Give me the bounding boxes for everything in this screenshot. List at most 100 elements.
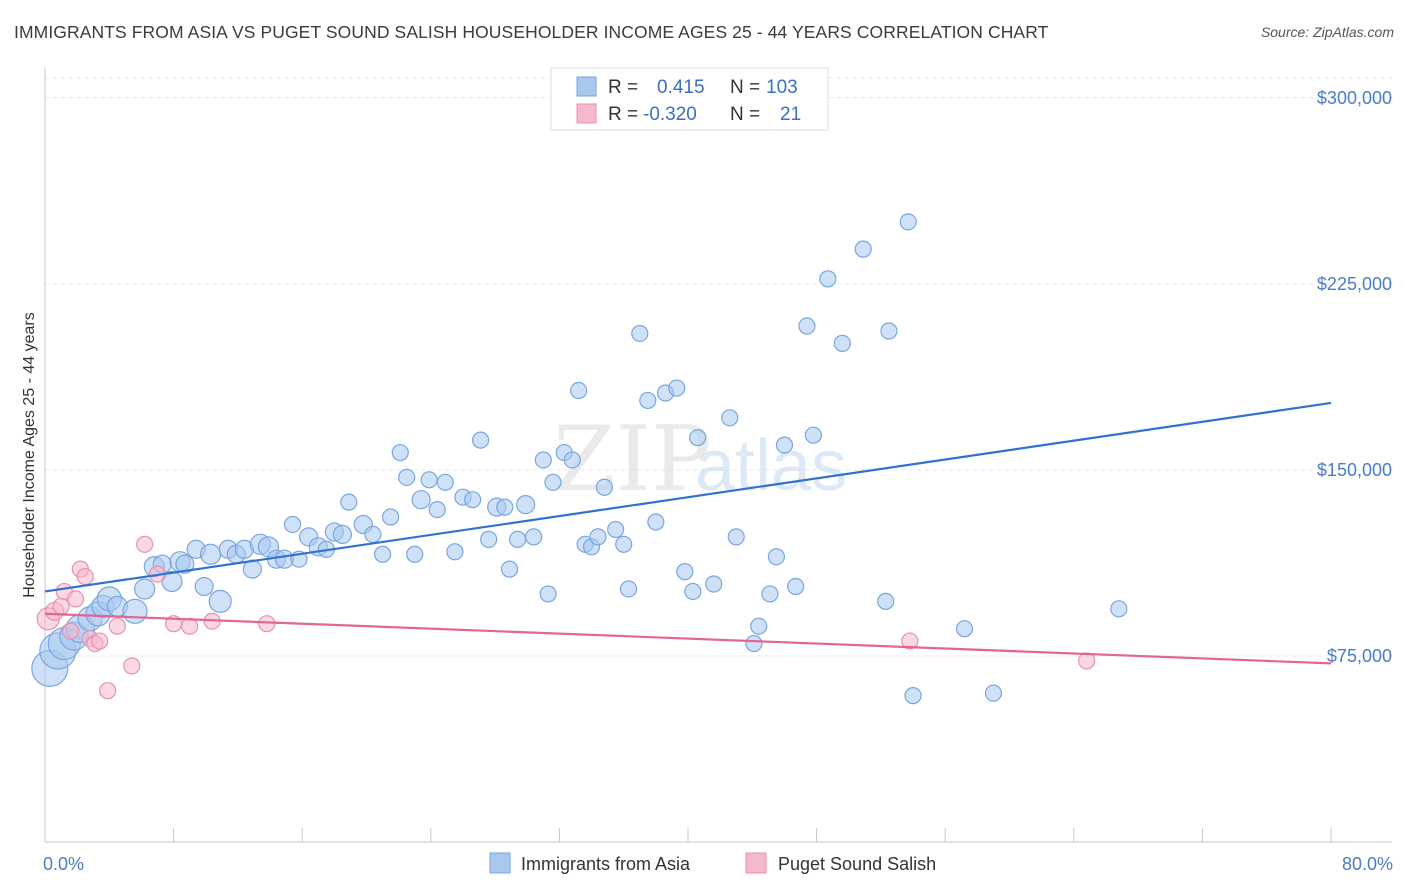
immigrants-point-97	[904, 687, 922, 705]
immigrants-point-86	[767, 548, 786, 566]
immigrants-point-69	[607, 520, 625, 539]
immigrants-point-94	[877, 592, 895, 610]
immigrants-point-40	[382, 508, 400, 526]
immigrants-point-44	[411, 490, 431, 510]
x-tick-labels: 0.0% 80.0%	[43, 854, 1393, 874]
immigrants-point-20	[208, 589, 232, 613]
immigrants-point-29	[283, 515, 302, 534]
immigrants-point-59	[534, 451, 552, 469]
immigrants-point-52	[480, 530, 498, 548]
immigrants-point-81	[721, 409, 739, 427]
series-salish-points	[36, 535, 1096, 700]
trend-lines	[44, 401, 1332, 665]
salish-point-5	[66, 590, 85, 608]
immigrants-point-38	[364, 525, 382, 544]
immigrants-point-61	[544, 473, 562, 491]
salish-point-2	[52, 597, 70, 615]
immigrants-point-57	[516, 495, 536, 515]
immigrants-point-41	[391, 443, 409, 462]
immigrants-point-11	[134, 578, 156, 600]
salish-point-19	[258, 615, 276, 633]
immigrants-point-58	[525, 528, 543, 546]
y-tick-labels: $75,000 $150,000 $225,000 $300,000	[1317, 88, 1392, 666]
immigrants-point-10	[122, 598, 148, 624]
legend-n-label-2: N =	[730, 104, 760, 125]
source-label: Source: ZipAtlas.com	[1260, 24, 1394, 40]
trend-line-immigrants	[44, 401, 1332, 593]
legend-r-label-2: R =	[608, 104, 638, 125]
trend-line-salish	[44, 612, 1332, 665]
immigrants-point-64	[570, 381, 588, 400]
immigrants-point-71	[619, 580, 638, 598]
legend-swatch-immigrants	[576, 76, 597, 97]
chart-title: IMMIGRANTS FROM ASIA VS PUGET SOUND SALI…	[14, 22, 1049, 42]
immigrants-point-79	[689, 429, 707, 447]
immigrants-point-95	[880, 322, 898, 340]
immigrants-point-18	[194, 576, 214, 597]
immigrants-point-19	[199, 543, 222, 565]
immigrants-point-90	[804, 426, 822, 444]
y-tick-label-0: $75,000	[1327, 646, 1392, 666]
immigrants-point-54	[496, 498, 514, 516]
immigrants-point-98	[955, 620, 974, 638]
immigrants-point-76	[668, 379, 686, 397]
legend-frame	[550, 67, 829, 131]
bottom-legend: Immigrants from Asia Puget Sound Salish	[489, 852, 936, 874]
immigrants-point-14	[161, 570, 183, 593]
immigrants-point-56	[509, 530, 527, 548]
immigrants-point-93	[854, 240, 872, 258]
salish-point-11	[99, 682, 117, 700]
salish-point-12	[108, 617, 126, 635]
immigrants-point-83	[745, 634, 763, 653]
salish-point-21	[1078, 652, 1096, 670]
immigrants-point-43	[406, 545, 424, 563]
watermark-atlas: atlas	[695, 426, 847, 506]
bottom-legend-label-salish: Puget Sound Salish	[778, 854, 936, 874]
immigrants-point-91	[819, 270, 837, 288]
immigrants-point-36	[340, 493, 358, 511]
legend-n-value-2: 21	[780, 104, 801, 125]
immigrants-point-96	[899, 213, 917, 231]
x-tick-label-1: 80.0%	[1342, 854, 1393, 874]
immigrants-point-48	[446, 543, 464, 561]
y-tick-label-1: $150,000	[1317, 460, 1392, 480]
immigrants-point-88	[787, 577, 805, 596]
series-immigrants-points	[31, 213, 1128, 705]
immigrants-point-100	[1110, 600, 1128, 618]
y-tick-label-3: $300,000	[1317, 88, 1392, 108]
immigrants-point-51	[472, 431, 490, 449]
immigrants-point-87	[775, 436, 794, 454]
legend-box: R = 0.415 N = 103 R = -0.320 N = 21	[550, 67, 829, 131]
salish-point-20	[901, 632, 919, 650]
immigrants-point-47	[436, 473, 454, 491]
immigrants-point-67	[589, 528, 607, 546]
axes	[44, 68, 1392, 843]
bottom-legend-swatch-immigrants	[489, 852, 511, 874]
legend-r-label-1: R =	[608, 77, 638, 98]
immigrants-point-39	[373, 545, 392, 563]
immigrants-point-85	[761, 585, 779, 603]
watermark: ZIP atlas	[553, 407, 847, 512]
immigrants-point-16	[175, 554, 195, 574]
immigrants-point-99	[984, 684, 1003, 702]
immigrants-point-80	[705, 575, 723, 593]
salish-point-13	[123, 657, 141, 675]
x-tick-label-0: 0.0%	[43, 854, 84, 874]
salish-point-7	[76, 567, 94, 586]
salish-point-14	[136, 535, 154, 553]
immigrants-point-68	[595, 478, 614, 496]
legend-n-value-1: 103	[766, 77, 798, 98]
legend-r-value-1: 0.415	[657, 77, 705, 98]
immigrants-point-35	[332, 524, 352, 545]
salish-point-4	[62, 622, 80, 640]
immigrants-point-74	[647, 513, 665, 531]
legend-n-label-1: N =	[730, 77, 760, 98]
immigrants-point-45	[420, 471, 438, 489]
immigrants-point-72	[631, 324, 649, 343]
bottom-legend-swatch-salish	[745, 852, 767, 874]
immigrants-point-63	[563, 451, 581, 469]
immigrants-point-92	[833, 334, 851, 352]
legend-r-value-2: -0.320	[643, 104, 697, 125]
immigrants-point-42	[398, 468, 416, 486]
